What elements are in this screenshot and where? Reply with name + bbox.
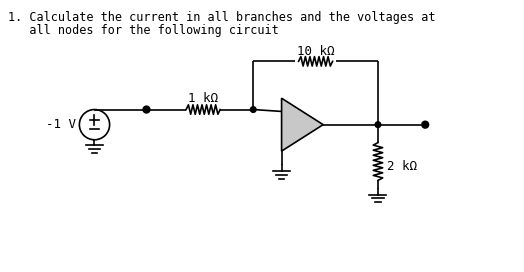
Circle shape	[375, 122, 381, 128]
Polygon shape	[281, 98, 323, 151]
Text: 1 kΩ: 1 kΩ	[188, 92, 218, 105]
Circle shape	[250, 107, 256, 112]
Circle shape	[143, 106, 150, 113]
Text: 10 kΩ: 10 kΩ	[297, 45, 334, 58]
Text: -1 V: -1 V	[46, 118, 75, 131]
Circle shape	[422, 121, 429, 128]
Text: 2 kΩ: 2 kΩ	[387, 160, 418, 173]
Text: 1. Calculate the current in all branches and the voltages at: 1. Calculate the current in all branches…	[7, 11, 435, 24]
Text: all nodes for the following circuit: all nodes for the following circuit	[7, 24, 278, 36]
